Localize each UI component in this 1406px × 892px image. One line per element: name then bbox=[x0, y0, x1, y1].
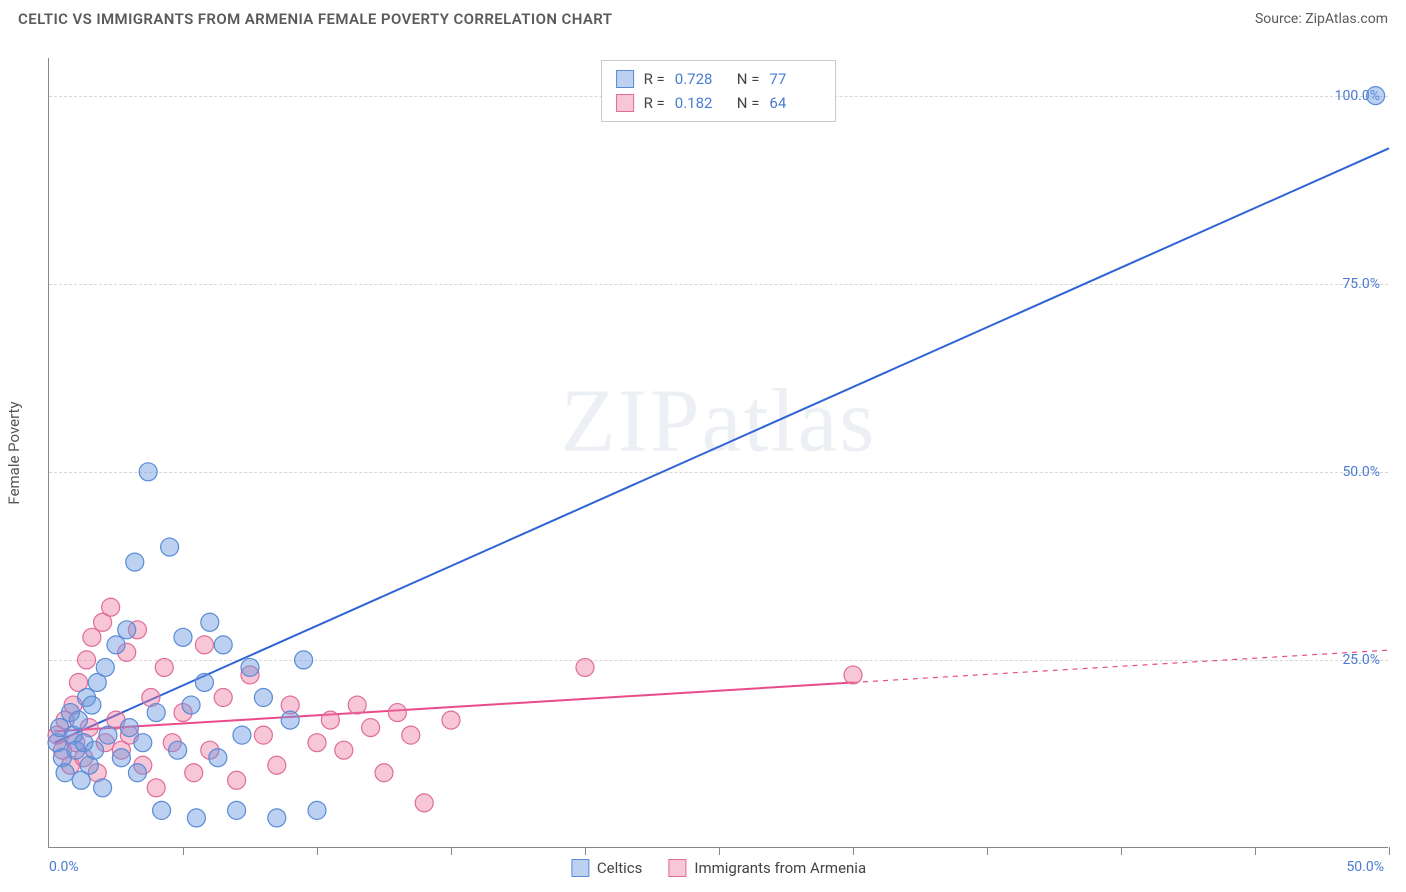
x-axis-min-label: 0.0% bbox=[49, 859, 79, 875]
point-celtics bbox=[56, 764, 74, 782]
point-celtics bbox=[195, 673, 213, 691]
point-celtics bbox=[161, 538, 179, 556]
point-celtics bbox=[128, 764, 146, 782]
x-tick bbox=[1389, 847, 1390, 855]
chart-title: CELTIC VS IMMIGRANTS FROM ARMENIA FEMALE… bbox=[18, 10, 612, 28]
point-armenia bbox=[362, 719, 380, 737]
legend-correlation: R = 0.728 N = 77 R = 0.182 N = 64 bbox=[601, 60, 837, 122]
point-celtics bbox=[169, 741, 187, 759]
x-tick bbox=[719, 847, 720, 855]
point-armenia bbox=[321, 711, 339, 729]
point-armenia bbox=[388, 704, 406, 722]
swatch-celtics bbox=[616, 70, 634, 88]
point-armenia bbox=[308, 734, 326, 752]
point-celtics bbox=[99, 726, 117, 744]
point-celtics bbox=[94, 779, 112, 797]
point-celtics bbox=[112, 749, 130, 767]
point-armenia bbox=[254, 726, 272, 744]
point-armenia bbox=[155, 658, 173, 676]
point-celtics bbox=[182, 696, 200, 714]
x-tick bbox=[317, 847, 318, 855]
legend-item-armenia: Immigrants from Armenia bbox=[668, 859, 866, 877]
legend-label-celtics: Celtics bbox=[597, 859, 643, 877]
x-tick bbox=[853, 847, 854, 855]
x-tick bbox=[183, 847, 184, 855]
point-celtics bbox=[126, 553, 144, 571]
trend-line-armenia-ext bbox=[853, 650, 1389, 682]
point-armenia bbox=[402, 726, 420, 744]
x-tick bbox=[1255, 847, 1256, 855]
point-armenia bbox=[415, 794, 433, 812]
x-tick bbox=[585, 847, 586, 855]
point-celtics bbox=[120, 719, 138, 737]
point-celtics bbox=[118, 621, 136, 639]
point-armenia bbox=[844, 666, 862, 684]
point-celtics bbox=[134, 734, 152, 752]
chart-container: Female Poverty ZIPatlas R = 0.728 N = 77… bbox=[48, 58, 1388, 848]
x-tick bbox=[987, 847, 988, 855]
plot-area: ZIPatlas R = 0.728 N = 77 R = 0.182 N = … bbox=[48, 58, 1388, 848]
point-celtics bbox=[214, 636, 232, 654]
legend-r-label: R = bbox=[644, 91, 665, 115]
plot-svg bbox=[49, 58, 1388, 847]
point-celtics bbox=[174, 628, 192, 646]
legend-n-label: N = bbox=[737, 67, 760, 91]
point-armenia bbox=[335, 741, 353, 759]
point-celtics bbox=[209, 749, 227, 767]
point-celtics bbox=[187, 809, 205, 827]
point-armenia bbox=[576, 658, 594, 676]
point-celtics bbox=[83, 696, 101, 714]
swatch-celtics-icon bbox=[571, 859, 589, 877]
point-celtics bbox=[1367, 87, 1385, 105]
point-celtics bbox=[86, 741, 104, 759]
legend-row-celtics: R = 0.728 N = 77 bbox=[616, 67, 822, 91]
point-armenia bbox=[185, 764, 203, 782]
point-celtics bbox=[201, 613, 219, 631]
point-celtics bbox=[241, 658, 259, 676]
trend-line-celtics bbox=[54, 148, 1389, 742]
point-armenia bbox=[268, 756, 286, 774]
point-armenia bbox=[228, 771, 246, 789]
legend-r-celtics: 0.728 bbox=[675, 67, 727, 91]
legend-r-label: R = bbox=[644, 67, 665, 91]
legend-row-armenia: R = 0.182 N = 64 bbox=[616, 91, 822, 115]
point-armenia bbox=[442, 711, 460, 729]
legend-item-celtics: Celtics bbox=[571, 859, 643, 877]
point-celtics bbox=[139, 463, 157, 481]
swatch-armenia bbox=[616, 94, 634, 112]
point-armenia bbox=[375, 764, 393, 782]
point-celtics bbox=[254, 689, 272, 707]
legend-n-celtics: 77 bbox=[769, 67, 821, 91]
x-tick bbox=[451, 847, 452, 855]
legend-series: Celtics Immigrants from Armenia bbox=[571, 859, 866, 877]
source-attribution: Source: ZipAtlas.com bbox=[1255, 11, 1388, 27]
legend-n-label: N = bbox=[737, 91, 760, 115]
point-armenia bbox=[195, 636, 213, 654]
point-armenia bbox=[147, 779, 165, 797]
y-axis-title: Female Poverty bbox=[5, 401, 23, 504]
point-celtics bbox=[308, 801, 326, 819]
point-armenia bbox=[102, 598, 120, 616]
point-celtics bbox=[281, 711, 299, 729]
point-celtics bbox=[268, 809, 286, 827]
point-celtics bbox=[233, 726, 251, 744]
legend-r-armenia: 0.182 bbox=[675, 91, 727, 115]
point-armenia bbox=[348, 696, 366, 714]
point-celtics bbox=[295, 651, 313, 669]
point-celtics bbox=[147, 704, 165, 722]
header: CELTIC VS IMMIGRANTS FROM ARMENIA FEMALE… bbox=[0, 0, 1406, 34]
x-tick bbox=[1121, 847, 1122, 855]
legend-label-armenia: Immigrants from Armenia bbox=[694, 859, 866, 877]
point-celtics bbox=[153, 801, 171, 819]
point-celtics bbox=[96, 658, 114, 676]
point-celtics bbox=[69, 711, 87, 729]
point-armenia bbox=[78, 651, 96, 669]
point-armenia bbox=[83, 628, 101, 646]
swatch-armenia-icon bbox=[668, 859, 686, 877]
legend-n-armenia: 64 bbox=[769, 91, 821, 115]
point-celtics bbox=[228, 801, 246, 819]
point-armenia bbox=[214, 689, 232, 707]
x-axis-max-label: 50.0% bbox=[1346, 859, 1384, 875]
point-celtics bbox=[107, 636, 125, 654]
